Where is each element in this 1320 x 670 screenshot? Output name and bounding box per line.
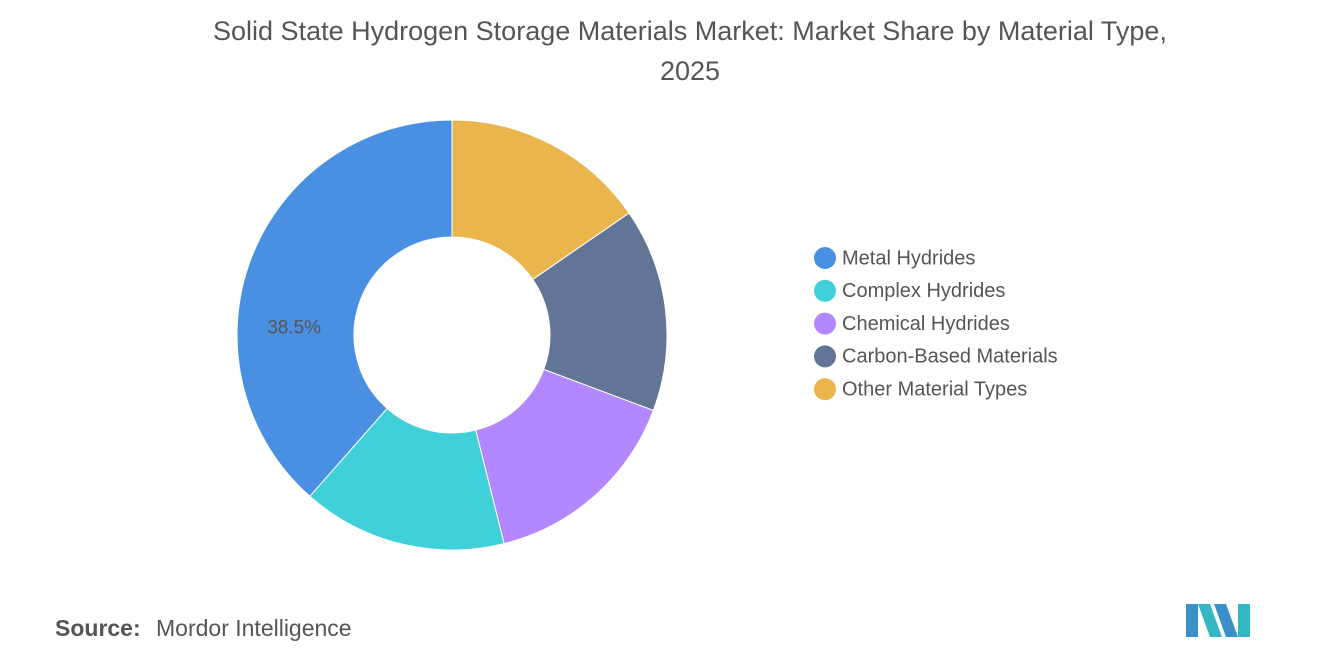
legend-marker	[814, 247, 836, 269]
legend-marker	[814, 378, 836, 401]
legend-label: Metal Hydrides	[842, 247, 975, 269]
donut-slice	[309, 407, 505, 551]
legend-marker	[814, 279, 836, 302]
legend-label: Complex Hydrides	[842, 280, 1005, 302]
legend-label: Other Material Types	[842, 378, 1027, 400]
donut-slice	[532, 212, 668, 412]
legend-marker	[814, 345, 836, 368]
source-text: Mordor Intelligence	[156, 615, 352, 641]
source-label: Source:	[55, 615, 141, 641]
donut-slice	[236, 119, 453, 497]
logo	[1186, 604, 1250, 637]
data-label: 38.5%	[267, 317, 321, 338]
legend-label: Carbon-Based Materials	[842, 346, 1058, 368]
donut-slice	[451, 119, 630, 281]
legend-label: Chemical Hydrides	[842, 313, 1010, 335]
legend-marker	[814, 312, 836, 335]
chart-title: Solid State Hydrogen Storage Materials M…	[213, 16, 1167, 46]
donut-slice	[475, 368, 655, 545]
chart-title: 2025	[660, 56, 720, 86]
